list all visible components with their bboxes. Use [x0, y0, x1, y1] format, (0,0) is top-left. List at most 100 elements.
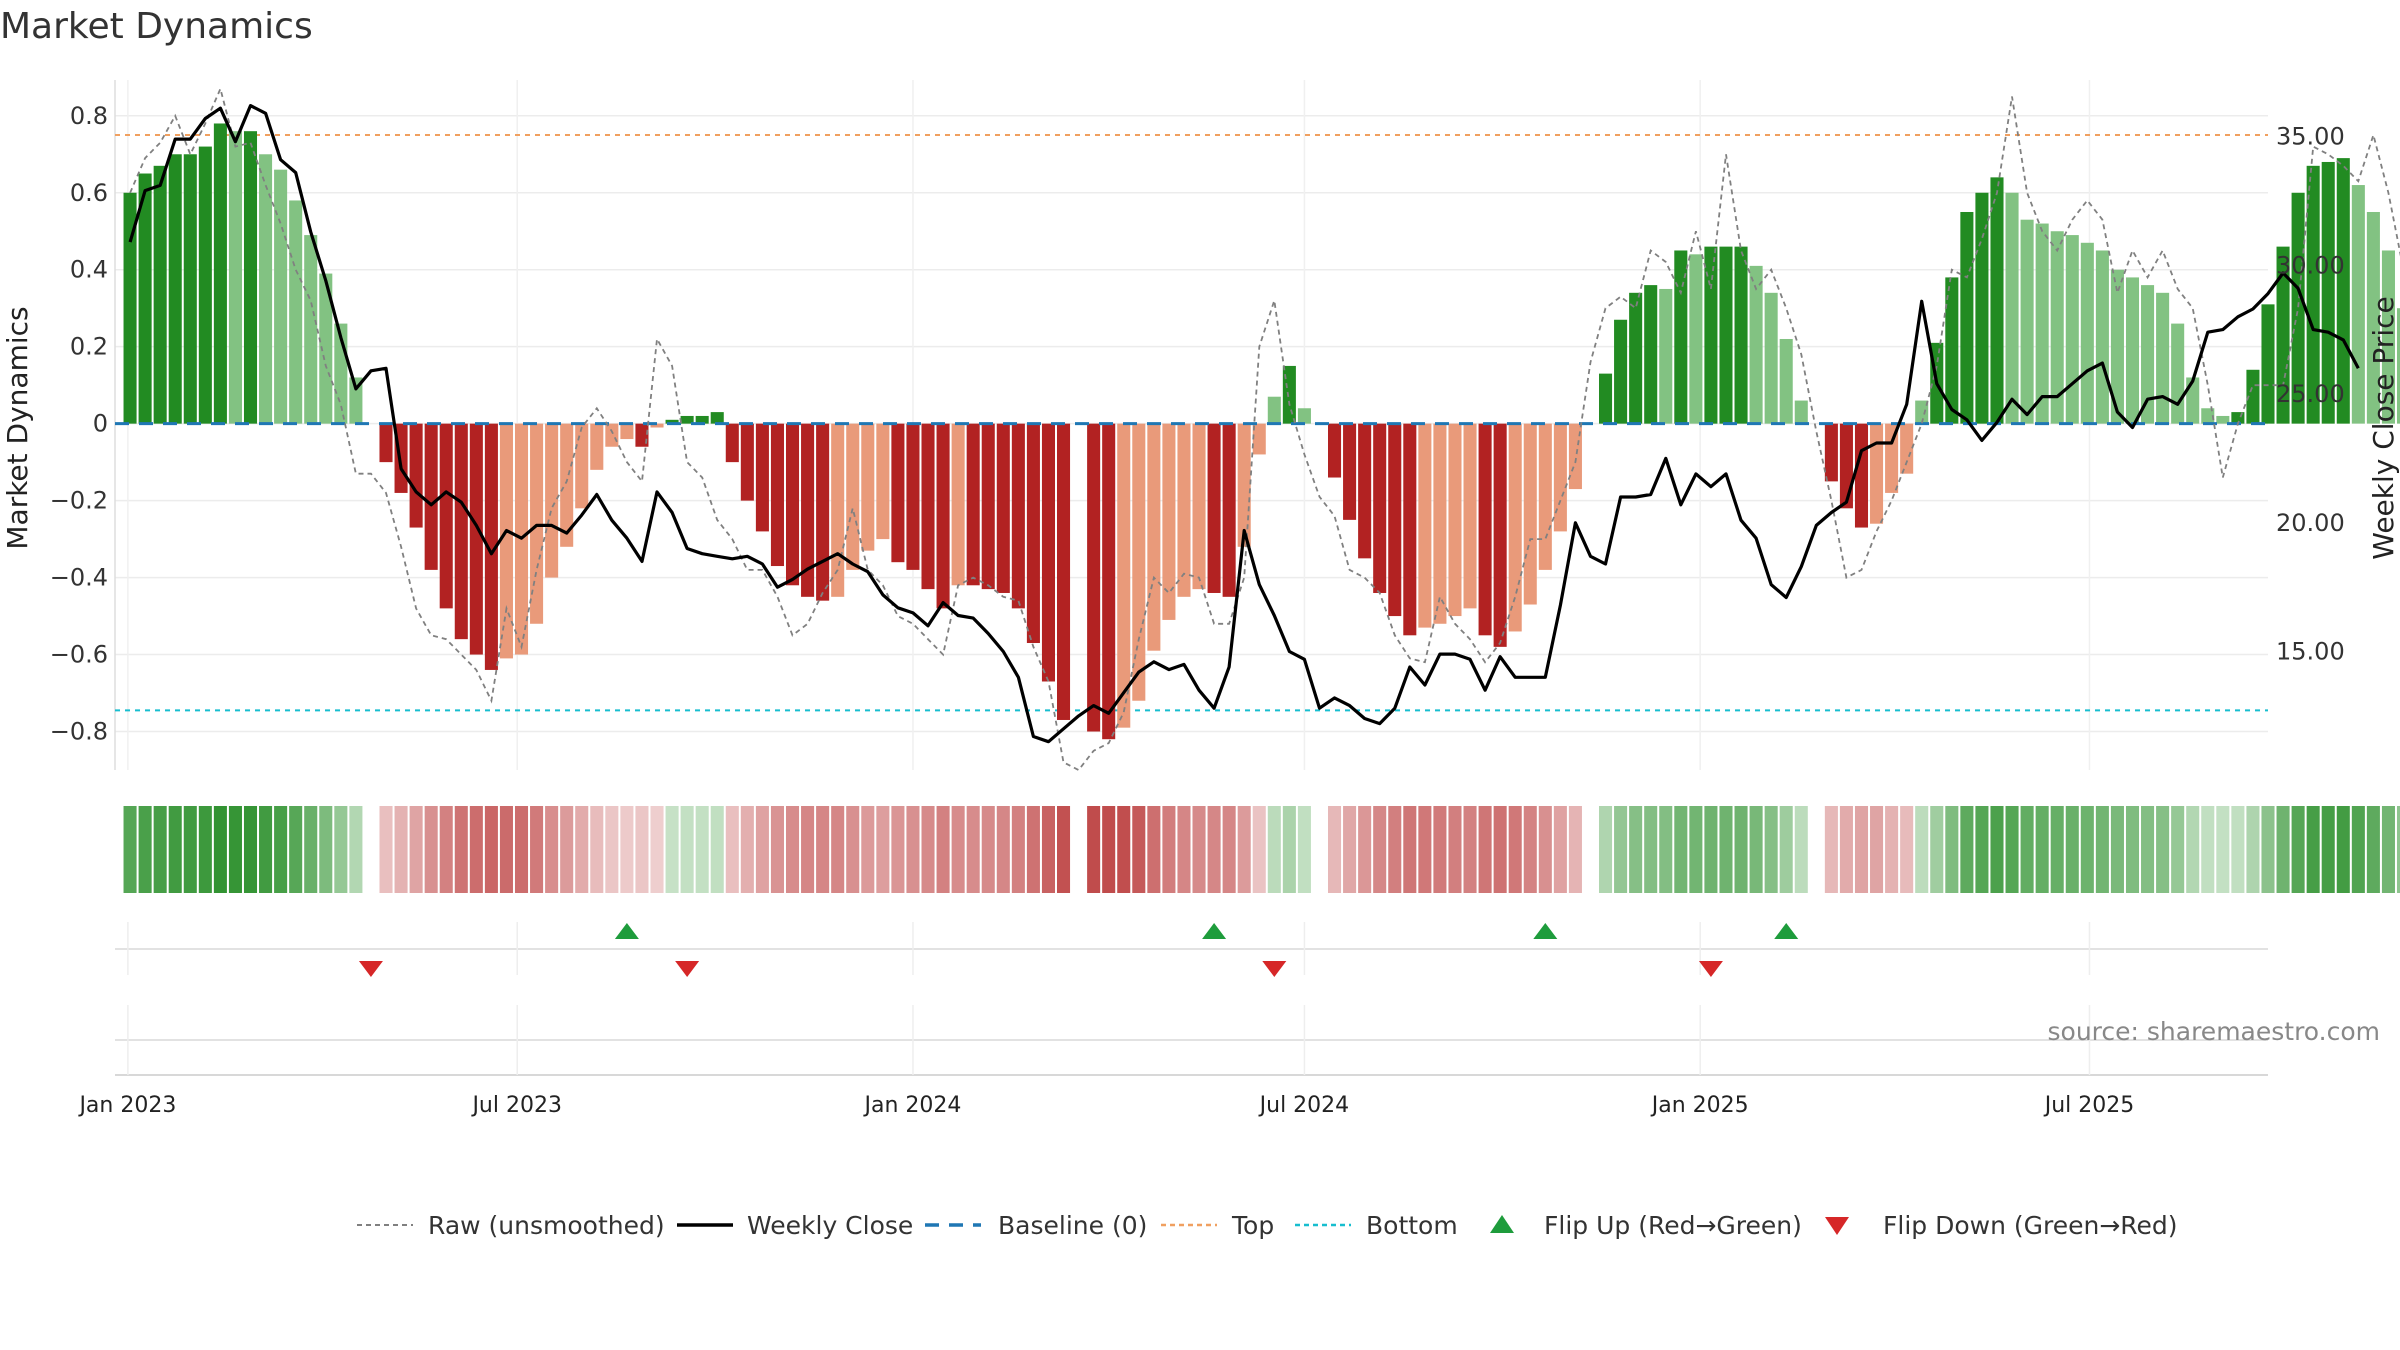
market-dynamics-bar	[2141, 285, 2155, 424]
market-dynamics-bar	[1388, 423, 1402, 617]
market-dynamics-bar	[424, 423, 438, 570]
market-dynamics-bar	[575, 423, 589, 509]
market-dynamics-bar	[1599, 373, 1613, 424]
regime-strip-cell	[1252, 806, 1266, 893]
market-dynamics-bar	[2231, 412, 2245, 424]
market-dynamics-bar	[816, 423, 830, 601]
market-dynamics-bar	[1418, 423, 1432, 628]
market-dynamics-bar	[1734, 246, 1748, 424]
right-tick-label: 25.00	[2276, 380, 2345, 408]
regime-strip-cell	[2005, 806, 2019, 893]
market-dynamics-bar	[409, 423, 423, 528]
regime-strip-cell	[1147, 806, 1161, 893]
market-dynamics-bar	[770, 423, 784, 567]
regime-strip-cell	[1885, 806, 1899, 893]
regime-strip-cell	[213, 806, 227, 893]
regime-strip-cell	[1403, 806, 1417, 893]
regime-strip-cell	[2186, 806, 2200, 893]
regime-strip-cell	[831, 806, 845, 893]
regime-strip-cell	[545, 806, 559, 893]
regime-strip-cell	[514, 806, 529, 893]
regime-strip-cell	[590, 806, 604, 893]
regime-strip-cell	[1689, 806, 1703, 893]
market-dynamics-bar	[1870, 423, 1884, 524]
market-dynamics-bar	[2171, 323, 2185, 424]
market-dynamics-bar	[650, 423, 664, 428]
regime-strip-cell	[1056, 806, 1071, 893]
left-tick-label: −0.4	[50, 564, 108, 592]
market-dynamics-bar	[710, 412, 724, 424]
market-dynamics-bar	[2306, 165, 2320, 424]
legend-item-close: Weekly Close	[677, 1211, 913, 1240]
flip-panel-grid	[115, 922, 2268, 975]
market-dynamics-bar	[2261, 304, 2275, 424]
market-dynamics-bar	[2035, 223, 2049, 424]
market-dynamics-bar	[198, 146, 212, 424]
market-dynamics-bar	[1644, 285, 1658, 424]
regime-strip-cell	[2050, 806, 2064, 893]
market-dynamics-bar	[469, 423, 483, 655]
market-dynamics-bar	[1614, 319, 1628, 424]
market-dynamics-bar	[1222, 423, 1236, 597]
market-dynamics-bar	[1041, 423, 1055, 682]
left-axis-label: Market Dynamics	[1, 306, 34, 549]
regime-strip-cell	[1779, 806, 1793, 893]
market-dynamics-bar	[785, 423, 800, 586]
regime-strip-cell	[680, 806, 694, 893]
market-dynamics-bar	[1056, 423, 1071, 720]
market-dynamics-bar	[2080, 242, 2094, 424]
regime-strip-cell	[996, 806, 1010, 893]
market-dynamics-bar	[1704, 246, 1718, 424]
market-dynamics-bar	[2276, 246, 2290, 424]
regime-strip-cell	[243, 806, 258, 893]
market-dynamics-bar	[484, 423, 498, 670]
flip-up-marker	[614, 923, 639, 939]
market-dynamics-bar	[1207, 423, 1221, 593]
regime-strip-cell	[635, 806, 649, 893]
chart-title: Market Dynamics	[0, 6, 313, 47]
market-dynamics-bar	[981, 423, 995, 590]
left-axis-ticks: −0.8 −0.6 −0.4 −0.2 0 0.2 0.4 0.6 0.8	[50, 102, 108, 746]
regime-strip-cell	[695, 806, 709, 893]
market-dynamics-bar	[1493, 423, 1507, 647]
left-tick-label: −0.8	[50, 718, 108, 746]
regime-strip-cell	[2095, 806, 2109, 893]
regime-strip-cell	[409, 806, 423, 893]
regime-strip-cell	[605, 806, 619, 893]
regime-strip-cell	[1041, 806, 1055, 893]
raw-unsmoothed-line	[129, 86, 2400, 772]
right-tick-label: 30.00	[2276, 251, 2345, 279]
right-tick-label: 15.00	[2276, 638, 2345, 666]
right-tick-label: 20.00	[2276, 509, 2345, 537]
regime-strip-cell	[1719, 806, 1733, 893]
left-tick-label: 0.4	[70, 256, 108, 284]
regime-strip-cell	[2396, 806, 2400, 893]
market-dynamics-bar	[1117, 423, 1131, 728]
regime-strip-cell	[1975, 806, 1989, 893]
market-dynamics-bar	[1764, 292, 1778, 424]
regime-strip-cell	[2110, 806, 2124, 893]
market-dynamics-bar	[1523, 423, 1537, 605]
market-dynamics-bar	[213, 123, 227, 424]
market-dynamics-bar	[1854, 423, 1869, 528]
market-dynamics-bar	[590, 423, 604, 470]
regime-strip-cell	[1900, 806, 1914, 893]
market-dynamics-bar	[1433, 423, 1447, 624]
regime-strip-cell	[2141, 806, 2155, 893]
legend-label: Bottom	[1366, 1211, 1458, 1240]
regime-strip-cell	[1960, 806, 1974, 893]
regime-strip-cell	[816, 806, 830, 893]
market-dynamics-bar	[228, 131, 242, 424]
regime-strip-cell	[2306, 806, 2320, 893]
left-tick-label: −0.6	[50, 641, 108, 669]
market-dynamics-bar	[1719, 246, 1733, 424]
regime-strip-cell	[2216, 806, 2230, 893]
x-tick-label: Jan 2025	[1650, 1093, 1749, 1118]
left-tick-label: 0.6	[70, 179, 108, 207]
market-dynamics-bar	[259, 154, 273, 424]
market-dynamics-bar	[183, 154, 197, 424]
regime-strip-cell	[1132, 806, 1146, 893]
legend-item-bottom: Bottom	[1295, 1211, 1458, 1240]
regime-strip-cell	[1704, 806, 1718, 893]
